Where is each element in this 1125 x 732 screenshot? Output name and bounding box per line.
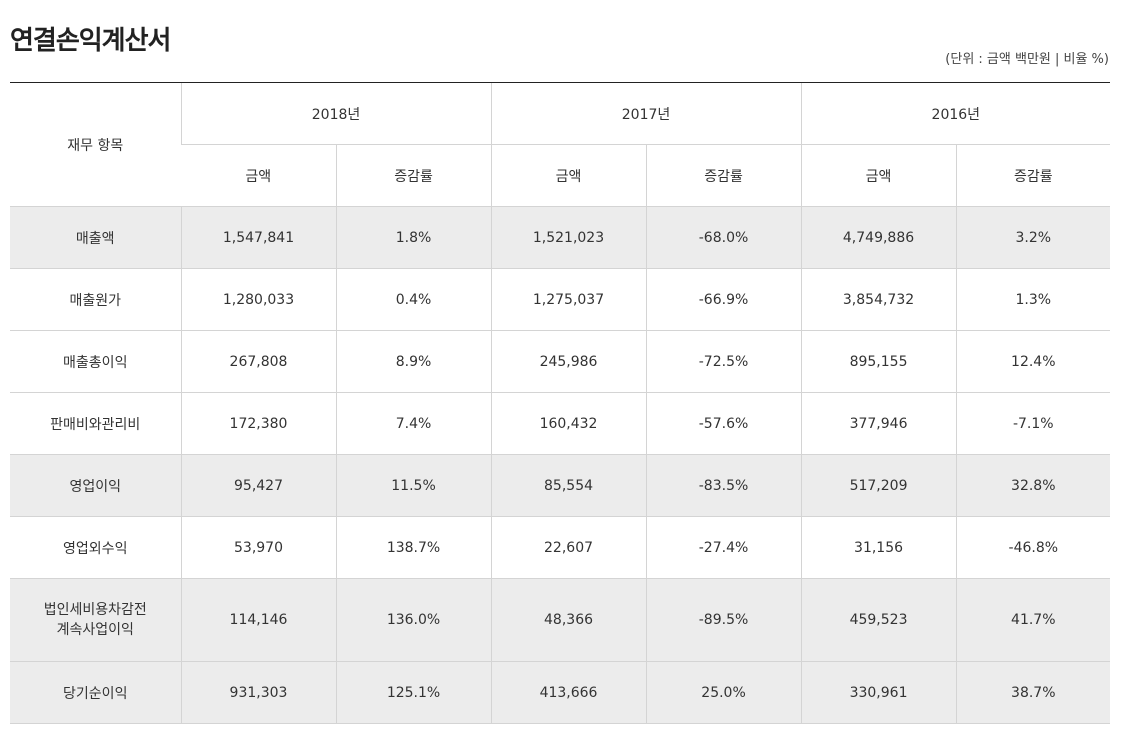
amount-cell: 53,970 [180,516,336,579]
subheader-amount: 금액 [181,144,336,207]
amount-cell: 895,155 [800,330,957,393]
table-row: 당기순이익 931,303 125.1% 413,666 25.0% 330,9… [10,661,1111,724]
amount-cell: 31,156 [800,516,957,579]
unit-note: (단위 : 금액 백만원 | 비율 %) [945,52,1109,67]
page-title: 연결손익계산서 [10,26,171,56]
change-rate-cell: -27.4% [645,516,802,579]
row-label: 매출액 [10,206,181,269]
amount-cell: 517,209 [800,454,957,517]
change-rate-cell: -72.5% [645,330,802,393]
income-statement-table: 재무 항목 2018년 2017년 2016년 금액 증감률 금액 증감률 금액… [10,82,1111,724]
table-row: 매출총이익 267,808 8.9% 245,986 -72.5% 895,15… [10,330,1111,393]
subheader-change-rate: 증감률 [955,144,1111,207]
subheader-row: 금액 증감률 금액 증감률 금액 증감률 [10,144,1111,207]
change-rate-cell: 25.0% [645,661,802,724]
amount-cell: 330,961 [800,661,957,724]
amount-cell: 85,554 [490,454,647,517]
item-header: 재무 항목 [10,82,181,207]
amount-cell: 4,749,886 [800,206,957,269]
change-rate-cell: -68.0% [645,206,802,269]
change-rate-cell: 138.7% [335,516,492,579]
table-row: 영업외수익 53,970 138.7% 22,607 -27.4% 31,156… [10,516,1111,579]
year-header-row: 재무 항목 2018년 2017년 2016년 [10,82,1111,207]
subheader-change-rate: 증감률 [335,144,492,207]
table-row: 법인세비용차감전 계속사업이익 114,146 136.0% 48,366 -8… [10,578,1111,662]
change-rate-cell: -7.1% [955,392,1111,455]
change-rate-cell: 1.8% [335,206,492,269]
row-label: 판매비와관리비 [10,392,181,455]
amount-cell: 1,547,841 [180,206,336,269]
change-rate-cell: 41.7% [955,578,1111,662]
change-rate-cell: 0.4% [335,268,492,331]
year-header-2017: 2017년 [490,82,802,145]
change-rate-cell: 11.5% [335,454,492,517]
change-rate-cell: 3.2% [955,206,1111,269]
change-rate-cell: 136.0% [335,578,492,662]
amount-cell: 22,607 [490,516,647,579]
row-label-line: 계속사업이익 [56,622,134,638]
table-row: 매출원가 1,280,033 0.4% 1,275,037 -66.9% 3,8… [10,268,1111,331]
change-rate-cell: 32.8% [955,454,1111,517]
change-rate-cell: 8.9% [335,330,492,393]
change-rate-cell: -89.5% [645,578,802,662]
change-rate-cell: -83.5% [645,454,802,517]
change-rate-cell: -66.9% [645,268,802,331]
amount-cell: 413,666 [490,661,647,724]
table-row: 판매비와관리비 172,380 7.4% 160,432 -57.6% 377,… [10,392,1111,455]
change-rate-cell: 125.1% [335,661,492,724]
amount-cell: 1,521,023 [490,206,647,269]
change-rate-cell: 12.4% [955,330,1111,393]
amount-cell: 459,523 [800,578,957,662]
amount-cell: 114,146 [180,578,336,662]
subheader-change-rate: 증감률 [645,144,802,207]
subheader-amount: 금액 [490,144,647,207]
amount-cell: 1,275,037 [490,268,647,331]
amount-cell: 48,366 [490,578,647,662]
amount-cell: 95,427 [180,454,336,517]
row-label: 영업외수익 [10,516,181,579]
year-header-2018: 2018년 [180,82,492,145]
table-row: 영업이익 95,427 11.5% 85,554 -83.5% 517,209 … [10,454,1111,517]
row-label: 영업이익 [10,454,181,517]
amount-cell: 3,854,732 [800,268,957,331]
year-header-2016: 2016년 [800,82,1111,145]
amount-cell: 172,380 [180,392,336,455]
row-label: 법인세비용차감전 계속사업이익 [10,578,181,662]
subheader-amount: 금액 [800,144,957,207]
amount-cell: 377,946 [800,392,957,455]
row-label: 매출원가 [10,268,181,331]
amount-cell: 931,303 [180,661,336,724]
change-rate-cell: 38.7% [955,661,1111,724]
row-label-line: 법인세비용차감전 [43,602,147,618]
change-rate-cell: -46.8% [955,516,1111,579]
row-label: 당기순이익 [10,661,181,724]
change-rate-cell: 1.3% [955,268,1111,331]
amount-cell: 1,280,033 [180,268,336,331]
table-row: 매출액 1,547,841 1.8% 1,521,023 -68.0% 4,74… [10,206,1111,269]
amount-cell: 160,432 [490,392,647,455]
change-rate-cell: -57.6% [645,392,802,455]
change-rate-cell: 7.4% [335,392,492,455]
amount-cell: 267,808 [180,330,336,393]
row-label: 매출총이익 [10,330,181,393]
amount-cell: 245,986 [490,330,647,393]
